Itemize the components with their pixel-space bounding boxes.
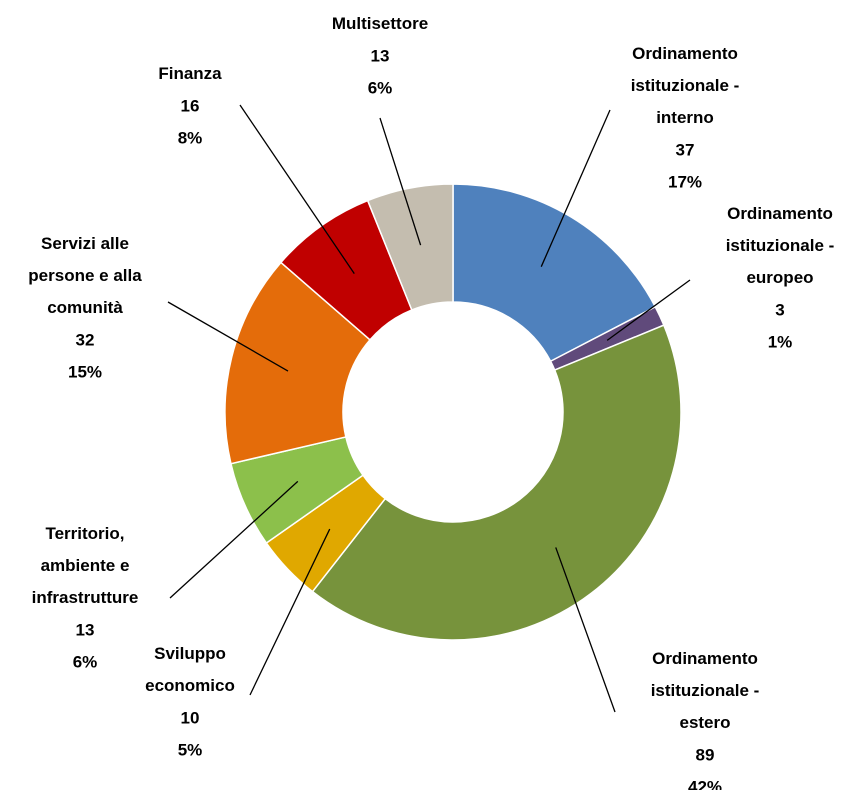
leader-line — [169, 480, 299, 599]
leader-line — [555, 547, 616, 713]
leader-line — [379, 117, 422, 246]
label-line: ambiente e — [41, 556, 130, 575]
label-line: interno — [656, 108, 714, 127]
percent-label: 1% — [768, 332, 793, 351]
percent-label: 5% — [178, 740, 203, 759]
donut-segment — [452, 183, 657, 363]
leader-line — [167, 301, 289, 372]
percent-label: 6% — [368, 78, 393, 97]
label-line: Territorio, — [45, 524, 124, 543]
value-label: 37 — [676, 140, 695, 159]
value-label: 10 — [181, 708, 200, 727]
label-line: Servizi alle — [41, 234, 129, 253]
label-line: Multisettore — [332, 14, 428, 33]
label-line: persone e alla — [28, 266, 142, 285]
category-label: Sviluppo economico — [145, 644, 235, 695]
label-line: europeo — [746, 268, 813, 287]
label-line: istituzionale - — [726, 236, 835, 255]
donut-segment — [311, 324, 682, 641]
leader-line — [239, 104, 355, 274]
value-label: 89 — [696, 745, 715, 764]
label-line: estero — [679, 713, 730, 732]
category-label: Ordinamento istituzionale - interno — [631, 44, 740, 127]
label-line: Ordinamento — [632, 44, 738, 63]
label-line: infrastrutture — [32, 588, 139, 607]
percent-label: 8% — [178, 128, 203, 147]
label-line: istituzionale - — [651, 681, 760, 700]
category-label: Territorio, ambiente e infrastrutture — [32, 524, 139, 607]
category-label: Ordinamento istituzionale - estero — [651, 649, 760, 732]
label-line: economico — [145, 676, 235, 695]
value-label: 13 — [76, 620, 95, 639]
category-label: Servizi alle persone e alla comunità — [28, 234, 142, 317]
category-label: Multisettore — [332, 14, 428, 33]
donut-segment — [366, 183, 454, 311]
leader-line — [606, 279, 691, 341]
percent-label: 15% — [68, 362, 102, 381]
label-line: istituzionale - — [631, 76, 740, 95]
label-line: Finanza — [158, 64, 222, 83]
label-line: Ordinamento — [727, 204, 833, 223]
leader-line — [249, 528, 331, 696]
leader-line — [540, 109, 611, 267]
label-line: Ordinamento — [652, 649, 758, 668]
value-label: 3 — [775, 300, 784, 319]
value-label: 16 — [181, 96, 200, 115]
donut-segment — [224, 261, 372, 465]
percent-label: 17% — [668, 172, 702, 191]
label-line: Sviluppo — [154, 644, 226, 663]
category-label: Ordinamento istituzionale - europeo — [726, 204, 835, 287]
value-label: 13 — [371, 46, 390, 65]
percent-label: 42% — [688, 777, 722, 790]
category-label: Finanza — [158, 64, 222, 83]
label-line: comunità — [47, 298, 123, 317]
percent-label: 6% — [73, 652, 98, 671]
value-label: 32 — [76, 330, 95, 349]
